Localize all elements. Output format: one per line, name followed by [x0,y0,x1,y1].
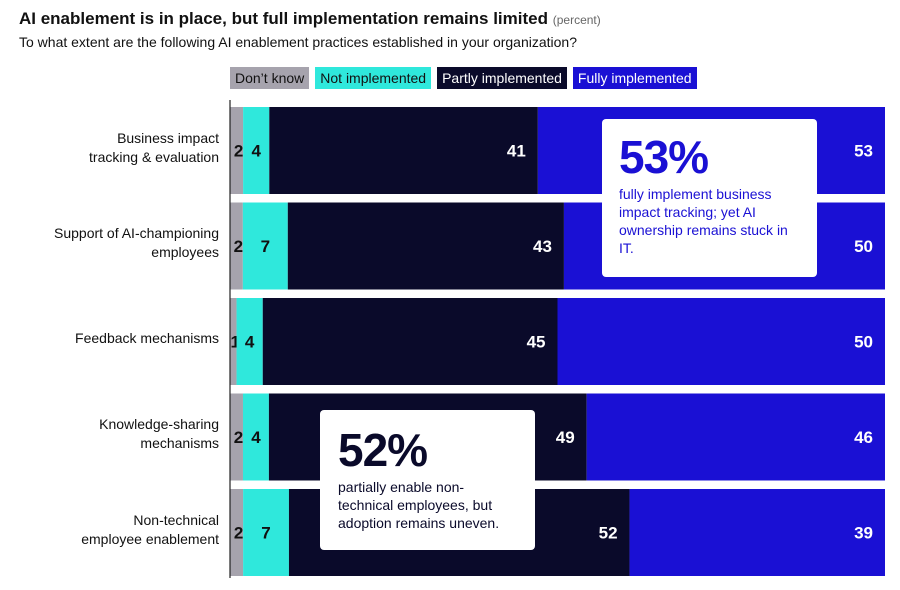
value-label-don-t-know-4: 2 [234,524,243,543]
category-label-line: mechanisms [140,435,219,451]
category-label-3: Knowledge-sharing mechanisms [9,415,219,453]
legend-dont-know: Don’t know [230,67,310,89]
value-label-don-t-know-1: 2 [234,237,243,256]
value-label-partly-implemented-1: 43 [533,237,552,256]
category-label-line: Non-technical [133,511,219,528]
category-label-4: Non-technical employee enablement [9,511,219,549]
bar-partly-implemented-0 [269,107,538,194]
value-label-partly-implemented-0: 41 [507,142,526,161]
legend-fully-implemented: Fully implemented [572,67,697,89]
callout-partly-implemented-text: partially enable non-technical employees… [338,479,500,531]
chart-legend: Don’t know Not implemented Partly implem… [230,67,697,89]
value-label-don-t-know-2: 1 [231,333,240,352]
value-label-don-t-know-0: 2 [234,142,243,161]
chart-title: AI enablement is in place, but full impl… [19,9,601,29]
bar-don-t-know-0 [230,107,244,194]
value-label-partly-implemented-4: 52 [599,524,618,543]
value-label-not-implemented-0: 4 [251,142,261,161]
bar-don-t-know-2 [230,298,237,385]
callout-fully-implemented-text: fully implement business impact tracking… [619,186,788,256]
value-label-not-implemented-2: 4 [245,333,255,352]
title-text: AI enablement is in place, but full impl… [19,9,548,28]
value-label-fully-implemented-1: 50 [854,237,873,256]
callout-fully-implemented-value: 53% [619,131,709,183]
bar-don-t-know-3 [230,393,243,481]
bar-not-implemented-2 [236,298,263,385]
category-label-line: Knowledge-sharing [99,416,219,432]
bar-not-implemented-4 [243,489,289,576]
value-label-partly-implemented-3: 49 [556,428,575,447]
callout-partly-implemented-value: 52% [338,424,428,476]
value-label-don-t-know-3: 2 [234,428,243,447]
category-label-line: Support of AI-championing [54,225,219,241]
chart-subtitle: To what extent are the following AI enab… [19,34,578,50]
value-label-not-implemented-1: 7 [261,237,270,256]
bar-not-implemented-1 [242,202,288,290]
bar-not-implemented-0 [243,107,270,194]
bar-fully-implemented-2 [557,298,885,385]
category-label-line: Feedback mechanisms [75,330,219,346]
category-label-line: Business impact [117,129,219,146]
bar-don-t-know-4 [230,489,244,576]
category-label-line: employees [151,244,219,260]
category-label-2: Feedback mechanisms [9,329,219,348]
bar-not-implemented-3 [242,393,269,481]
bar-don-t-know-1 [230,202,243,290]
bar-partly-implemented-1 [287,202,564,290]
category-label-0: Business impact tracking & evaluation [9,129,219,167]
value-label-partly-implemented-2: 45 [527,333,546,352]
category-label-line: tracking & evaluation [89,148,219,165]
title-unit: (percent) [552,13,601,27]
bar-fully-implemented-4 [629,489,885,576]
value-label-fully-implemented-2: 50 [854,333,873,352]
bar-fully-implemented-3 [586,393,885,481]
legend-partly-implemented: Partly implemented [437,67,567,89]
category-label-1: Support of AI-championing employees [9,224,219,262]
callout-fully-implemented: 53% fully implement business impact trac… [602,119,817,277]
value-label-fully-implemented-4: 39 [854,524,873,543]
value-label-fully-implemented-3: 46 [854,428,873,447]
legend-not-implemented: Not implemented [315,67,432,89]
callout-partly-implemented: 52% partially enable non-technical emplo… [320,410,535,550]
value-label-not-implemented-3: 4 [251,428,261,447]
category-label-line: employee enablement [81,530,219,547]
value-label-fully-implemented-0: 53 [854,142,873,161]
value-label-not-implemented-4: 7 [261,524,270,543]
bar-partly-implemented-2 [262,298,558,385]
